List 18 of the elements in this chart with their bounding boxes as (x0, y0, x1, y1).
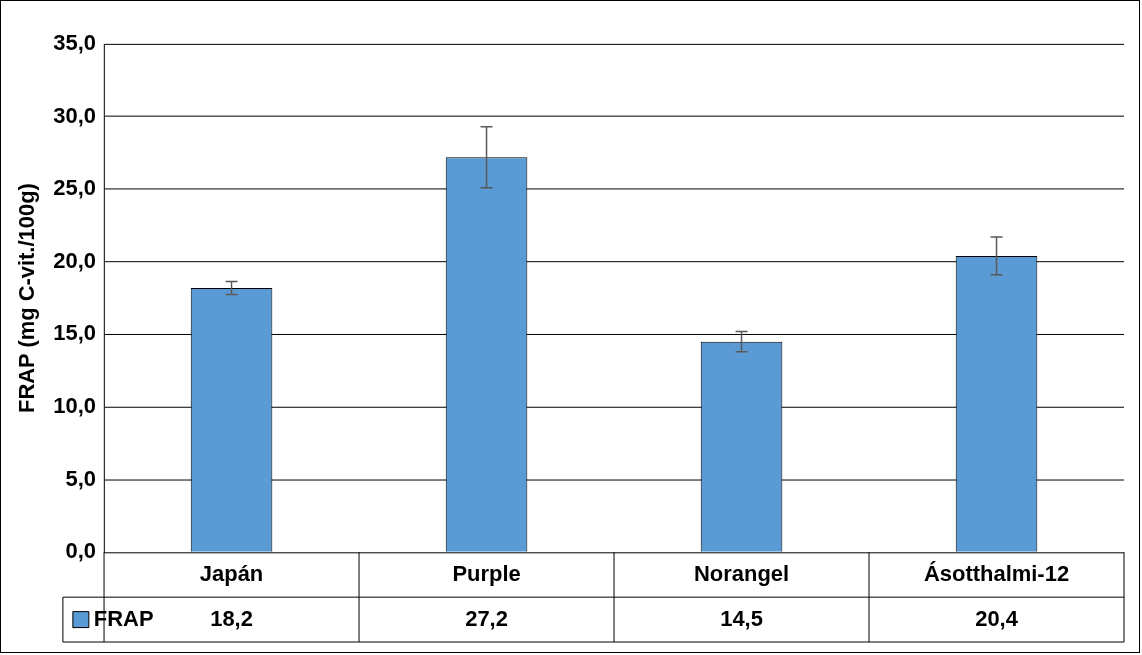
data-label: 27,2 (465, 605, 508, 631)
y-tick-label: 30,0 (53, 102, 97, 128)
y-tick-label: 25,0 (53, 175, 97, 201)
x-tick-label: Norangel (693, 560, 790, 586)
legend-label: FRAP (93, 605, 154, 631)
y-tick-label: 20,0 (53, 247, 97, 273)
data-label: 14,5 (720, 605, 763, 631)
y-tick-label: 0,0 (65, 538, 97, 564)
y-tick-label: 15,0 (53, 320, 97, 346)
y-tick-label: 35,0 (53, 29, 97, 55)
y-axis-title: FRAP (mg C-vit./100g) (14, 183, 40, 413)
x-tick-label: Japán (199, 560, 264, 586)
x-tick-label: Ásotthalmi-12 (923, 560, 1070, 586)
y-tick-label: 5,0 (65, 465, 97, 491)
x-tick-label: Purple (452, 560, 521, 586)
data-label: 18,2 (210, 605, 253, 631)
data-label: 20,4 (975, 605, 1019, 631)
y-tick-label: 10,0 (53, 393, 97, 419)
